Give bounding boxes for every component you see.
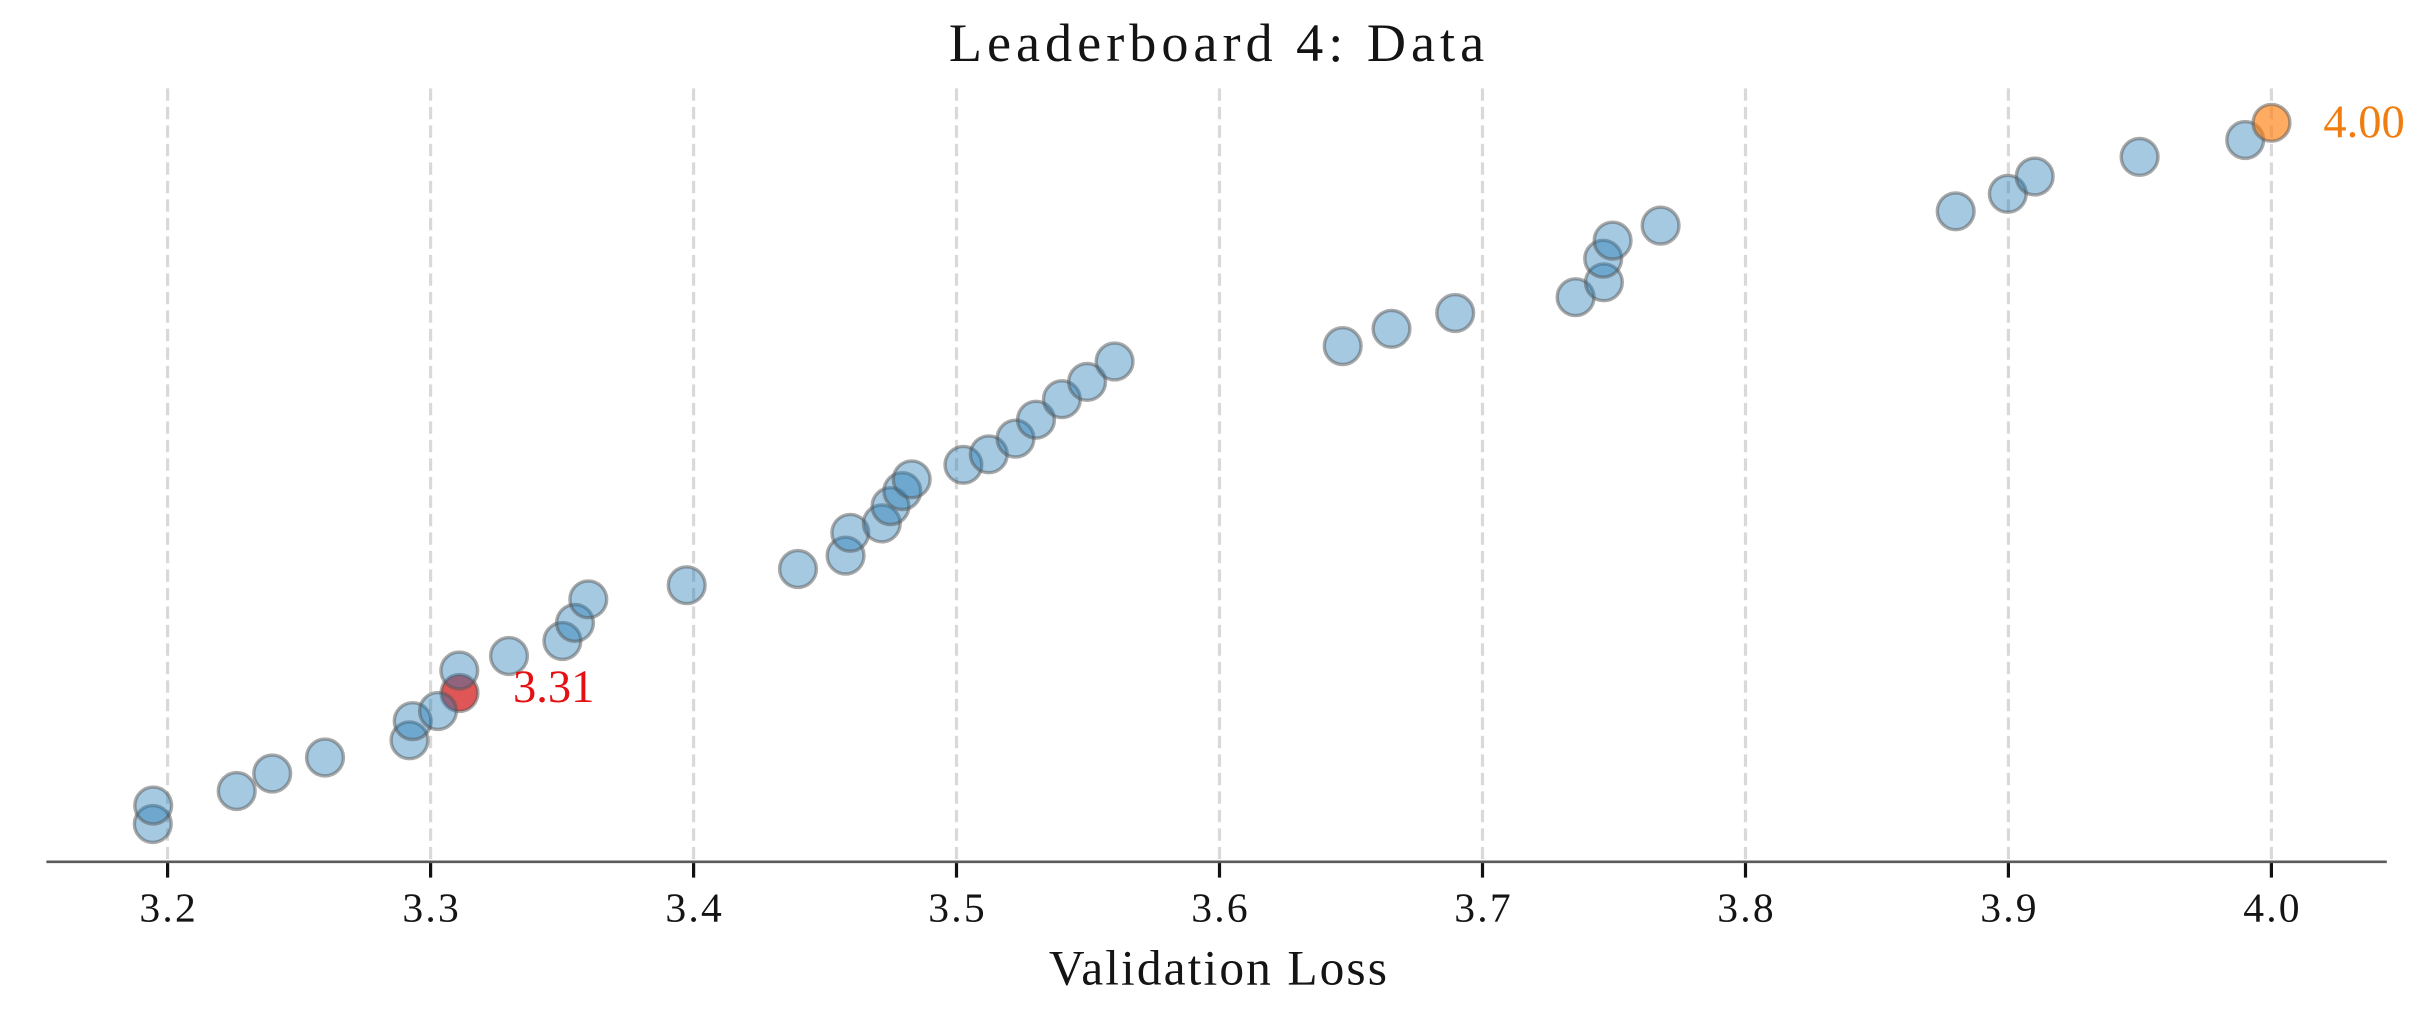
svg-text:3.6: 3.6 — [1191, 885, 1250, 931]
svg-text:Validation Loss: Validation Loss — [1049, 940, 1389, 995]
svg-text:Leaderboard 4: Data: Leaderboard 4: Data — [949, 13, 1489, 73]
svg-text:4.0: 4.0 — [2243, 885, 2302, 931]
svg-text:3.31: 3.31 — [513, 662, 594, 713]
svg-text:3.4: 3.4 — [665, 885, 724, 931]
svg-text:3.5: 3.5 — [928, 885, 987, 931]
svg-text:3.2: 3.2 — [139, 885, 198, 931]
svg-text:3.9: 3.9 — [1980, 885, 2039, 931]
svg-text:3.8: 3.8 — [1717, 885, 1776, 931]
svg-text:3.7: 3.7 — [1454, 885, 1513, 931]
svg-text:4.00: 4.00 — [2323, 97, 2404, 148]
svg-text:3.3: 3.3 — [402, 885, 461, 931]
